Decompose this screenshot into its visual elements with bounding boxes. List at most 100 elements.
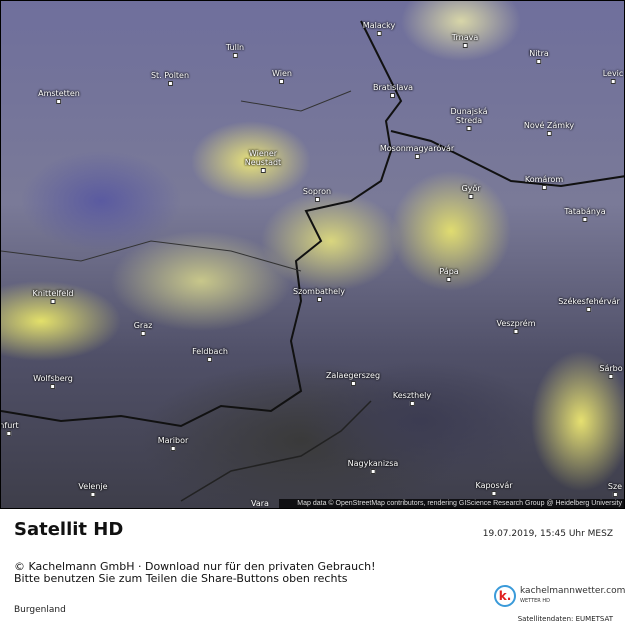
city-label: Wiener [248,149,278,158]
city-marker: St. Polten [151,71,189,86]
copyright-line-2: Bitte benutzen Sie zum Teilen die Share-… [14,572,348,585]
city-dot-icon [541,185,547,190]
copyright-line-1: © Kachelmann GmbH · Download nur für den… [14,560,376,573]
city-marker: Knittelfeld [33,289,74,304]
city-dot-icon [414,154,420,159]
city-dot-icon [612,492,618,497]
city-dot-icon [260,168,266,173]
city-dot-icon [370,469,376,474]
map-attribution: Map data © OpenStreetMap contributors, r… [279,499,624,508]
city-marker: Amstetten [38,89,80,104]
city-dot-icon [314,197,320,202]
logo-icon: k. [494,585,516,607]
kachelmann-logo[interactable]: k. kachelmannwetter.com WETTER HD [494,585,625,607]
city-label: Trnava [451,33,479,42]
city-label: nfurt [0,421,19,430]
city-label: Komárom [524,175,564,184]
city-label: Tulln [225,43,245,52]
city-label: Mosonmagyaróvár [379,144,455,153]
city-label: Sopron [302,187,332,196]
copyright-notice: © Kachelmann GmbH · Download nur für den… [14,561,376,585]
city-dot-icon [56,99,62,104]
city-marker: Feldbach [192,347,228,362]
city-dot-icon [446,277,452,282]
city-label: St. Polten [150,71,190,80]
border-lines [1,20,624,502]
satellite-source: Satellitendaten: EUMETSAT [517,615,613,623]
city-marker: nfurt [0,421,19,436]
city-label: Levic [602,69,624,78]
city-marker: Mosonmagyaróvár [380,144,454,159]
city-dot-icon [376,31,382,36]
city-label: Streda [455,116,483,125]
city-label: Neustadt [244,158,282,167]
city-dot-icon [170,446,176,451]
city-dot-icon [167,81,173,86]
logo-site: kachelmannwetter.com [520,586,625,596]
city-dot-icon [409,401,415,406]
city-label: Szombathely [292,287,346,296]
city-label: Graz [133,321,153,330]
city-dot-icon [610,79,616,84]
city-marker: Tatabánya [564,207,606,222]
city-marker: Zalaegerszeg [326,371,380,386]
city-marker: Kaposvár [475,481,513,496]
city-label: Nagykanizsa [347,459,399,468]
city-label: Sárbo [599,364,623,373]
city-marker: Keszthely [393,391,431,406]
city-label: Maribor [157,436,189,445]
city-dot-icon [350,381,356,386]
city-dot-icon [140,331,146,336]
city-dot-icon [6,431,12,436]
city-marker: Velenje [78,482,108,497]
page-title: Satellit HD [14,519,124,540]
logo-sub: WETTER HD [520,598,550,604]
city-marker: Sárbo [599,364,623,379]
city-dot-icon [207,357,213,362]
timestamp: 19.07.2019, 15:45 Uhr MESZ [482,529,613,539]
city-marker: Dunajská Streda [451,107,488,131]
city-dot-icon [316,297,322,302]
city-marker: Szombathely [293,287,345,302]
city-dot-icon [462,43,468,48]
city-label: Wien [272,69,292,78]
city-marker: Maribor [157,436,189,451]
city-marker: Veszprém [496,319,536,334]
city-dot-icon [50,384,56,389]
city-dot-icon [491,491,497,496]
city-dot-icon [582,217,588,222]
city-dot-icon [279,79,285,84]
city-label: Malacky [362,21,396,30]
city-dot-icon [50,299,56,304]
city-marker: Sopron [303,187,331,202]
city-label: Feldbach [192,347,228,356]
city-label: Nové Zámky [523,121,575,130]
city-dot-icon [390,93,396,98]
city-marker: Komárom [525,175,563,190]
city-marker: Sze [608,482,622,497]
city-label: Pápa [439,267,459,276]
city-dot-icon [536,59,542,64]
city-dot-icon [586,307,592,312]
city-marker: Graz [133,321,153,336]
city-marker: Pápa [439,267,459,282]
city-label: Sze [607,482,623,491]
city-dot-icon [468,194,474,199]
region-label: Burgenland [14,605,66,615]
city-dot-icon [608,374,614,379]
city-marker: Wiener Neustadt [245,149,281,173]
city-marker: Wolfsberg [33,374,73,389]
city-label: Amstetten [38,89,80,98]
city-label: Bratislava [373,83,413,92]
city-marker: Nové Zámky [524,121,574,136]
city-dot-icon [466,126,472,131]
city-label: Wolfsberg [33,374,73,383]
satellite-map[interactable]: Malacky Trnava Nitra Levic Tulln Wien St. Polt… [0,0,625,509]
city-label: Knittelfeld [32,289,74,298]
city-marker: Győr [461,184,481,199]
city-marker: Trnava [452,33,478,48]
city-marker: Bratislava [373,83,413,98]
city-label: Kaposvár [475,481,513,490]
city-marker: Malacky [363,21,395,36]
city-dot-icon [232,53,238,58]
